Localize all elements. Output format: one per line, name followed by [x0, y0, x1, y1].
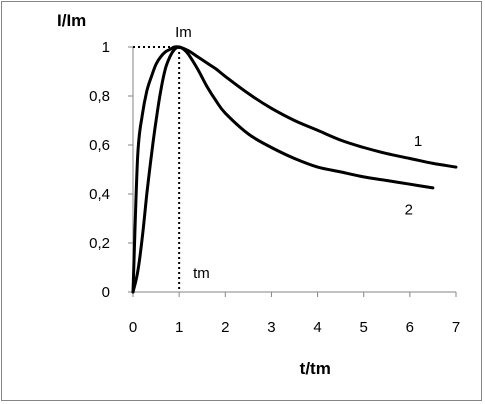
x-tick-label: 5 — [360, 319, 368, 336]
curve-label-2: 2 — [405, 202, 413, 219]
y-tick-label: 1 — [102, 39, 110, 56]
y-tick-label: 0,8 — [89, 88, 110, 105]
y-axis-title: I/Im — [57, 11, 86, 30]
x-tick-label: 7 — [452, 319, 460, 336]
reference-lines — [133, 46, 181, 292]
x-tick-label: 1 — [175, 319, 183, 336]
x-tick-label: 6 — [406, 319, 414, 336]
x-axis-title: t/tm — [300, 359, 331, 378]
curves — [131, 45, 458, 294]
series-line-1 — [131, 45, 458, 294]
x-tick-label: 4 — [313, 319, 321, 336]
annotation-tm: tm — [193, 265, 210, 282]
y-tick-label: 0,4 — [89, 186, 110, 203]
y-tick-label: 0,6 — [89, 137, 110, 154]
ticks: 0 1 2 3 4 5 6 7 0 0,2 0,4 0,6 0,8 1 — [89, 39, 460, 336]
annotation-im: Im — [175, 24, 192, 41]
y-tick-label: 0,2 — [89, 235, 110, 252]
x-tick-label: 0 — [129, 319, 137, 336]
y-tick-label: 0 — [102, 284, 110, 301]
axes — [132, 47, 456, 293]
labels: Im tm 1 2 — [175, 24, 422, 282]
x-tick-label: 3 — [267, 319, 275, 336]
series-line-2 — [131, 45, 435, 294]
curve-label-1: 1 — [414, 133, 422, 150]
x-tick-label: 2 — [221, 319, 229, 336]
